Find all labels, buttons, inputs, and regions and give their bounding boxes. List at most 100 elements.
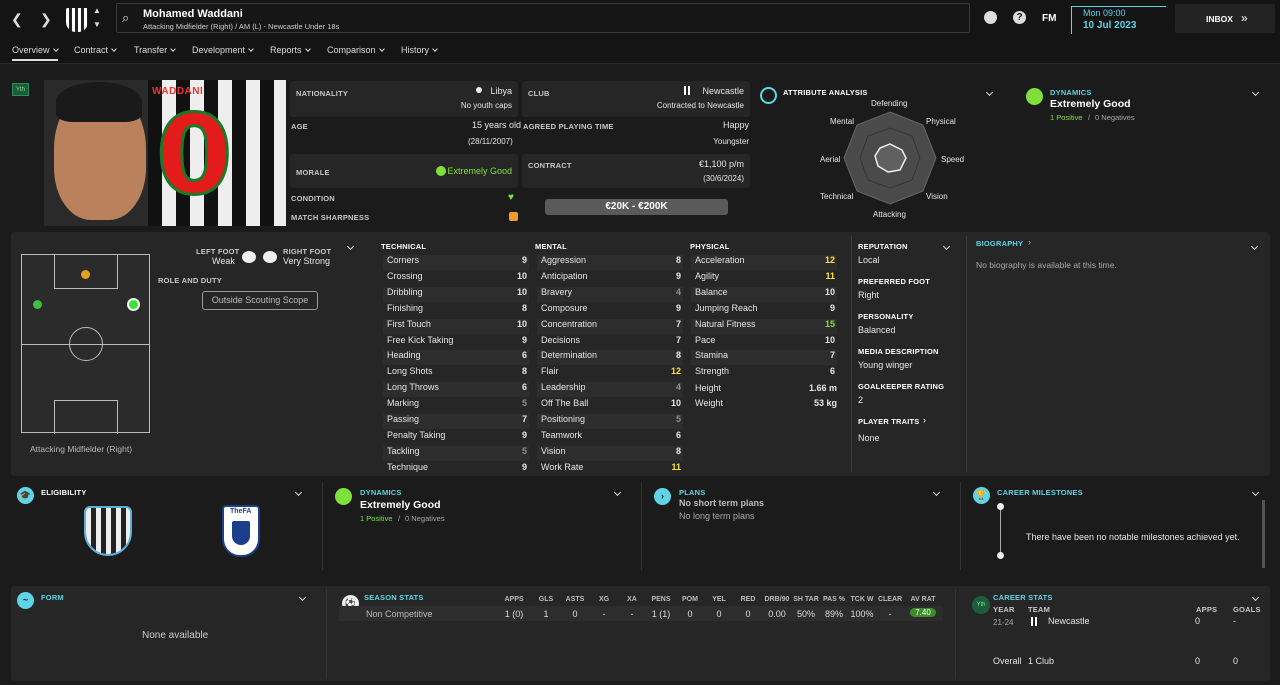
season-stat-header[interactable]: ASTS — [565, 596, 585, 603]
dynamics-title[interactable]: DYNAMICS — [1050, 88, 1092, 97]
attribute-row[interactable]: Free Kick Taking 9 — [383, 335, 529, 350]
plans-title[interactable]: PLANS — [679, 488, 706, 497]
up-arrow-icon[interactable]: ▲ — [93, 6, 101, 15]
position-dot-amr[interactable] — [127, 298, 140, 311]
newcastle-crest-icon[interactable] — [84, 506, 132, 556]
back-arrow-icon[interactable]: ❮ — [11, 11, 23, 27]
season-stat-header[interactable]: XG — [598, 596, 610, 603]
attribute-row[interactable]: Passing 7 — [383, 414, 529, 429]
tab-history[interactable]: History — [401, 45, 438, 55]
attribute-row[interactable]: Finishing 8 — [383, 303, 529, 318]
attribute-row[interactable]: Pace 10 — [691, 335, 837, 350]
attribute-row[interactable]: First Touch 10 — [383, 318, 529, 334]
season-stat-header[interactable]: TCK W — [850, 596, 874, 603]
attribute-row[interactable]: Work Rate 11 — [537, 462, 683, 477]
season-stat-header[interactable]: XA — [627, 596, 637, 603]
attribute-row[interactable]: Anticipation 9 — [537, 271, 683, 286]
milestones-dropdown-icon[interactable] — [1251, 488, 1260, 497]
search-box[interactable]: ⌕ Mohamed Waddani Attacking Midfielder (… — [116, 3, 970, 33]
dynamics-mid-positives[interactable]: 1 Positive — [360, 514, 393, 523]
dynamics-negatives[interactable]: 0 Negatives — [1095, 113, 1135, 122]
attribute-row[interactable]: Tackling 5 — [383, 445, 529, 461]
tab-overview[interactable]: Overview — [12, 45, 59, 61]
season-stat-header[interactable]: PAS % — [822, 596, 846, 603]
dynamics-mid-dropdown-icon[interactable] — [613, 488, 622, 497]
nationality-value[interactable]: Libya — [490, 86, 512, 96]
attribute-row[interactable]: Flair 12 — [537, 366, 683, 381]
attribute-row[interactable]: Concentration 7 — [537, 318, 683, 334]
dynamics-dropdown-icon[interactable] — [1251, 88, 1260, 97]
milestones-scrollbar[interactable] — [1262, 500, 1265, 568]
down-arrow-icon[interactable]: ▼ — [93, 20, 101, 29]
attribute-row[interactable]: Jumping Reach 9 — [691, 303, 837, 318]
morale-value[interactable]: Extremely Good — [447, 166, 512, 176]
attribute-row[interactable]: Positioning 5 — [537, 414, 683, 429]
attribute-row[interactable]: Stamina 7 — [691, 350, 837, 366]
season-stat-header[interactable]: SH TAR — [793, 596, 819, 603]
inbox-button[interactable]: INBOX » — [1175, 4, 1275, 33]
attribute-row[interactable]: Composure 9 — [537, 303, 683, 318]
attribute-row[interactable]: Bravery 4 — [537, 286, 683, 302]
milestones-title[interactable]: CAREER MILESTONES — [997, 488, 1083, 497]
attribute-row[interactable]: Natural Fitness 15 — [691, 318, 837, 334]
dynamics-positives[interactable]: 1 Positive — [1050, 113, 1083, 122]
attribute-row[interactable]: Vision 8 — [537, 445, 683, 461]
dynamics-mid-negatives[interactable]: 0 Negatives — [405, 514, 445, 523]
season-stat-header[interactable]: YEL — [712, 596, 726, 603]
attribute-row[interactable]: Heading 6 — [383, 350, 529, 366]
club-crest-icon[interactable] — [66, 8, 88, 32]
season-stat-header[interactable]: CLEAR — [877, 596, 903, 603]
attribute-row[interactable]: Balance 10 — [691, 286, 837, 302]
attribute-analysis-dropdown-icon[interactable] — [985, 88, 994, 97]
attribute-row[interactable]: Corners 9 — [383, 255, 529, 270]
form-title[interactable]: FORM — [41, 593, 64, 602]
biography-title[interactable]: BIOGRAPHY — [976, 239, 1024, 248]
wage-value[interactable]: €1,100 p/m — [698, 159, 744, 169]
tab-comparison[interactable]: Comparison — [327, 45, 385, 55]
tab-development[interactable]: Development — [192, 45, 254, 55]
attribute-row[interactable]: Determination 8 — [537, 350, 683, 366]
transfer-value-bar[interactable]: €20K - €200K — [545, 199, 728, 215]
skull-icon[interactable] — [984, 11, 997, 24]
season-stat-header[interactable]: POM — [682, 596, 698, 603]
biography-chevron-icon[interactable]: › — [1028, 237, 1031, 247]
season-stat-header[interactable]: GLS — [538, 596, 554, 603]
season-stat-header[interactable]: DRB/90 — [764, 596, 790, 603]
dynamics-mid-title[interactable]: DYNAMICS — [360, 488, 402, 497]
season-stat-header[interactable]: APPS — [504, 596, 524, 603]
eligibility-dropdown-icon[interactable] — [294, 488, 303, 497]
attribute-row[interactable]: Crossing 10 — [383, 271, 529, 286]
attribute-row[interactable]: Technique 9 — [383, 462, 529, 477]
player-traits-label[interactable]: PLAYER TRAITS — [858, 417, 920, 426]
attribute-row[interactable]: Agility 11 — [691, 271, 837, 286]
attribute-row[interactable]: Dribbling 10 — [383, 286, 529, 302]
tab-transfer[interactable]: Transfer — [134, 45, 177, 55]
attribute-row[interactable]: Leadership 4 — [537, 382, 683, 398]
career-stats-title[interactable]: CAREER STATS — [993, 593, 1053, 602]
attribute-row[interactable]: Off The Ball 10 — [537, 398, 683, 413]
season-stat-header[interactable]: PENS — [651, 596, 671, 603]
attribute-row[interactable]: Marking 5 — [383, 398, 529, 413]
attribute-row[interactable]: Long Shots 8 — [383, 366, 529, 381]
tab-reports[interactable]: Reports — [270, 45, 311, 55]
attribute-row[interactable]: Decisions 7 — [537, 335, 683, 350]
fm-logo[interactable]: FM — [1042, 13, 1057, 24]
season-stats-row[interactable] — [339, 606, 943, 621]
calendar-widget[interactable]: Mon 09:00 10 Jul 2023 — [1071, 6, 1166, 34]
help-icon[interactable]: ? — [1013, 11, 1026, 24]
season-stat-header[interactable]: AV RAT — [910, 596, 936, 603]
attribute-row[interactable]: Long Throws 6 — [383, 382, 529, 398]
career-team[interactable]: Newcastle — [1048, 616, 1090, 626]
attribute-row[interactable]: Penalty Taking 9 — [383, 430, 529, 445]
season-stats-title[interactable]: SEASON STATS — [364, 593, 424, 602]
forward-arrow-icon[interactable]: ❯ — [40, 11, 52, 27]
player-traits-chevron-icon[interactable]: › — [923, 415, 926, 425]
position-dot-aml[interactable] — [33, 300, 42, 309]
plans-dropdown-icon[interactable] — [932, 488, 941, 497]
attribute-row[interactable]: Teamwork 6 — [537, 430, 683, 445]
club-value[interactable]: Newcastle — [702, 86, 744, 96]
fa-crest-icon[interactable]: TheFA — [222, 505, 260, 557]
position-dot-st[interactable] — [81, 270, 90, 279]
scouting-scope-button[interactable]: Outside Scouting Scope — [202, 291, 318, 310]
season-stat-header[interactable]: RED — [740, 596, 756, 603]
